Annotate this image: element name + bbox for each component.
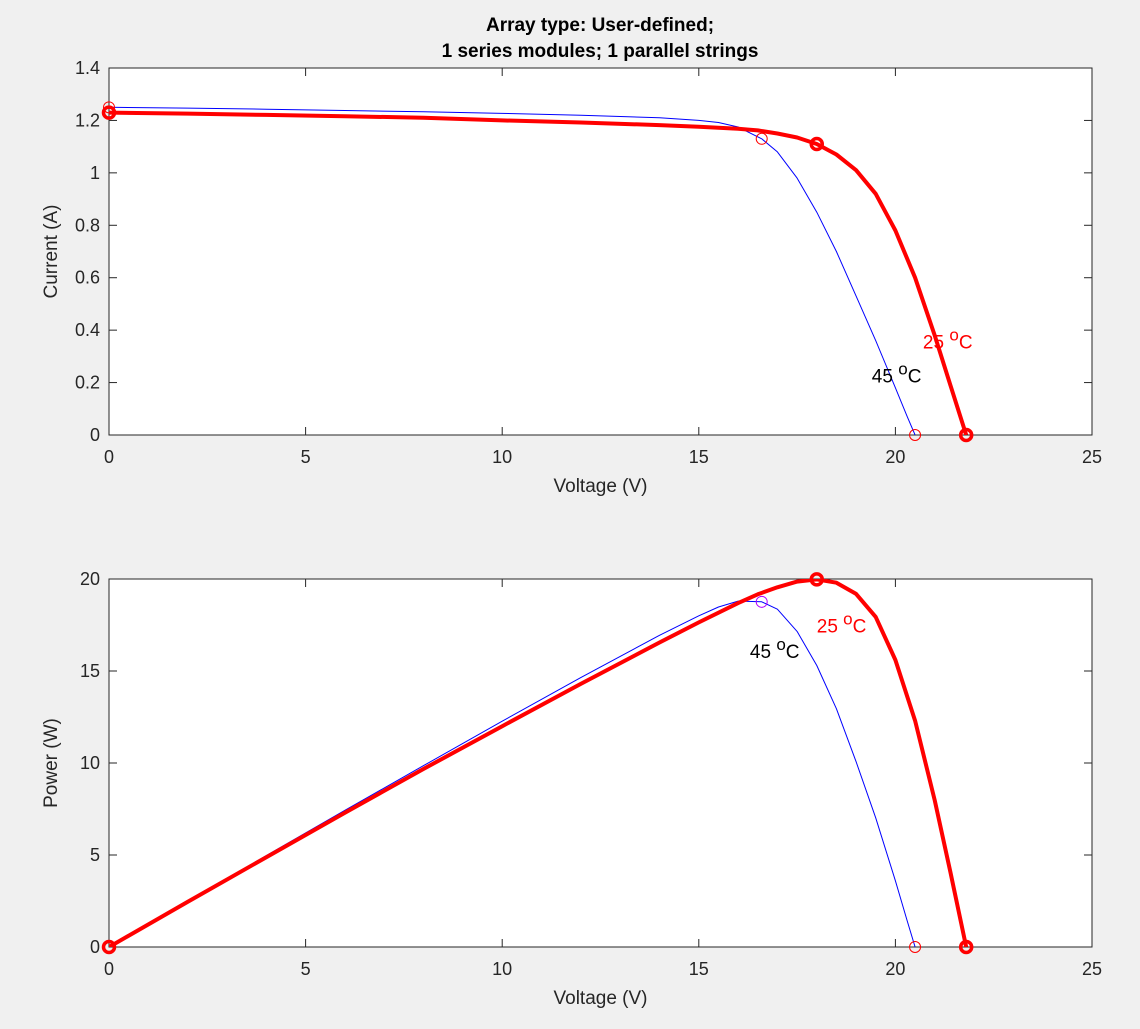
chart2-series-45C-marker <box>909 941 922 953</box>
chart1-x-axis-label: Voltage (V) <box>554 476 648 497</box>
chart1-series-45C-marker <box>755 132 768 145</box>
chart2-series-25C-marker <box>958 939 974 955</box>
chart2-annotation-45C: 45 oC <box>750 635 800 663</box>
chart2-xtick-label: 0 <box>104 959 114 979</box>
figure-title-line2: 1 series modules; 1 parallel strings <box>442 41 759 62</box>
chart1-ytick-label: 0.8 <box>75 215 100 235</box>
chart1-ytick-label: 0 <box>90 425 100 445</box>
chart1-series-25C-marker <box>101 105 117 120</box>
chart1-series-25C-line <box>109 110 969 435</box>
chart2-xtick-label: 25 <box>1082 959 1102 979</box>
chart1-series-25C-marker <box>809 136 825 152</box>
chart1-series-25C-marker <box>958 427 974 443</box>
chart2-series-25C-marker <box>101 939 117 955</box>
chart2-ytick-label: 20 <box>80 569 100 589</box>
chart2-ytick-label: 15 <box>80 661 100 681</box>
chart2-plot-area <box>108 578 1093 948</box>
chart2-x-axis-label: Voltage (V) <box>554 988 648 1009</box>
current-voltage-axes: 0 5 10 15 20 25 0 0.2 0.4 0.6 0.8 1 1.2 1.4 Voltage (V… <box>41 58 1102 497</box>
chart1-ytick-label: 1.2 <box>75 110 100 130</box>
chart1-xtick-label: 25 <box>1082 447 1102 467</box>
chart2-ytick-label: 10 <box>80 753 100 773</box>
chart2-series-45C-marker <box>755 595 768 608</box>
chart2-y-axis-label: Power (W) <box>41 718 62 808</box>
chart1-ytick-label: 1 <box>90 163 100 183</box>
chart2-annotation-25C: 25 oC <box>817 609 867 637</box>
power-voltage-axes: 0 5 10 15 20 25 0 5 10 15 20 Voltage (V) Power (W) 25… <box>41 569 1102 1009</box>
chart1-ytick-label: 0.4 <box>75 320 100 340</box>
figure-title-line1: Array type: User-defined; <box>486 15 714 36</box>
chart1-series-45C-marker <box>103 101 115 114</box>
chart2-xtick-label: 20 <box>885 959 905 979</box>
chart1-annotation-45C: 45 oC <box>872 360 922 388</box>
chart1-series-45C-marker <box>909 429 922 441</box>
chart2-ytick-label: 0 <box>90 937 100 957</box>
chart2-series-25C-line <box>109 579 969 947</box>
chart1-plot-area <box>108 67 1093 436</box>
chart1-xtick-label: 5 <box>301 447 311 467</box>
chart1-xtick-label: 15 <box>689 447 709 467</box>
chart1-xtick-label: 0 <box>104 447 114 467</box>
chart1-y-axis-label: Current (A) <box>41 205 62 299</box>
chart1-annotation-25C: 25 oC <box>923 325 973 353</box>
chart2-ytick-label: 5 <box>90 845 100 865</box>
chart1-ytick-label: 0.2 <box>75 373 100 393</box>
chart2-xtick-label: 15 <box>689 959 709 979</box>
chart2-xtick-label: 5 <box>301 959 311 979</box>
chart1-ytick-label: 1.4 <box>75 58 100 78</box>
chart1-xtick-label: 20 <box>885 447 905 467</box>
chart2-xtick-label: 10 <box>492 959 512 979</box>
chart1-ytick-label: 0.6 <box>75 268 100 288</box>
chart2-series-25C-marker <box>809 572 825 587</box>
chart1-xtick-label: 10 <box>492 447 512 467</box>
